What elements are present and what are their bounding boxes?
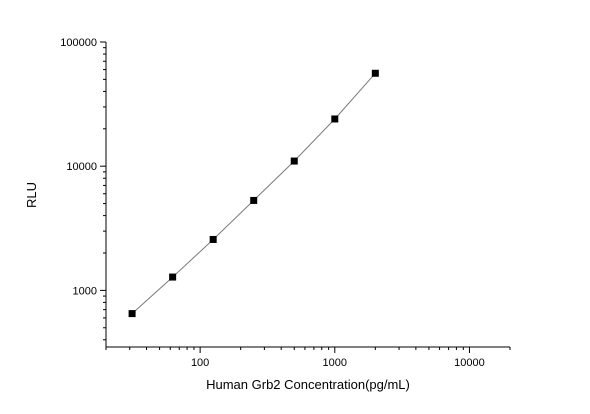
axes	[105, 42, 510, 348]
data-point	[169, 273, 177, 281]
x-axis-label: Human Grb2 Concentration(pg/mL)	[206, 377, 410, 392]
y-tick-label: 10000	[66, 161, 97, 173]
data-point	[331, 115, 339, 123]
y-tick-label: 100000	[60, 37, 97, 49]
y-axis-label: RLU	[24, 182, 39, 208]
x-tick-label: 100	[191, 357, 209, 369]
x-tick-label: 10000	[454, 357, 485, 369]
x-tick-label: 1000	[323, 357, 347, 369]
tick-group: 100 1000 10000 1000 10000 100000	[60, 37, 511, 369]
data-point	[250, 196, 258, 204]
fit-curve	[131, 72, 376, 314]
plot-area	[128, 69, 379, 318]
data-point	[128, 310, 136, 318]
data-point	[371, 69, 379, 77]
data-point	[209, 235, 217, 243]
data-point	[290, 157, 298, 165]
y-tick-label: 1000	[73, 285, 97, 297]
